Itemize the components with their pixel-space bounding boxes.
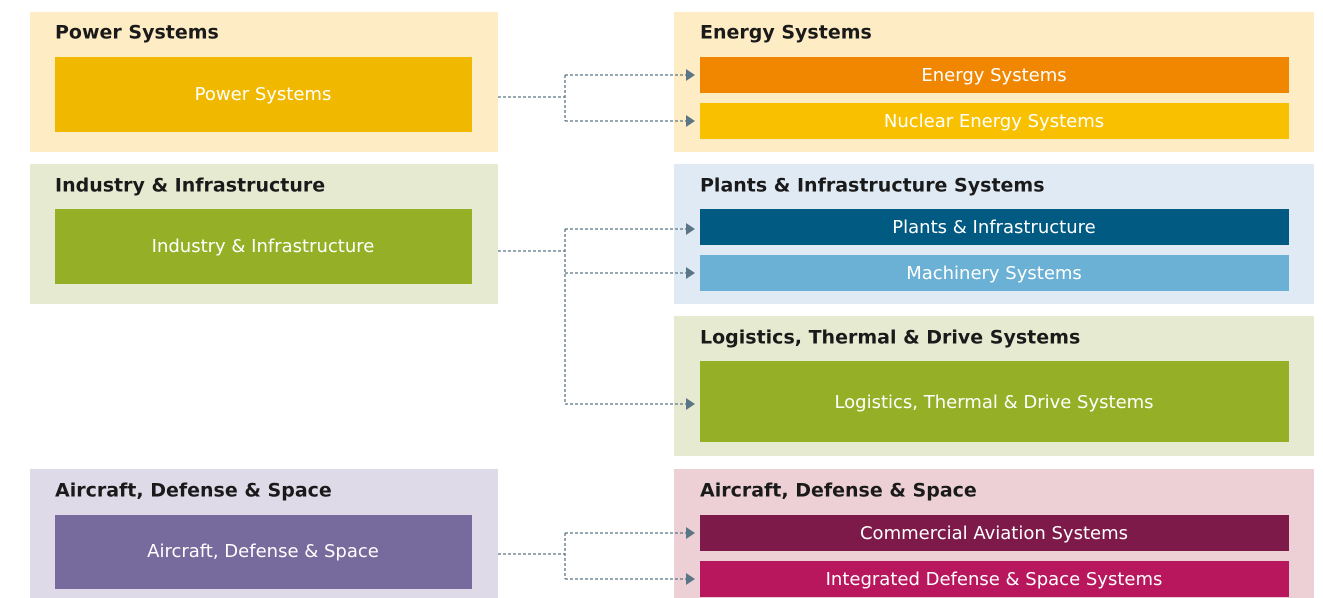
box: [55, 515, 472, 589]
item: [700, 561, 1289, 597]
box-label: Power Systems: [195, 84, 332, 105]
item: [700, 57, 1289, 93]
item: [700, 515, 1289, 551]
item-label: Logistics, Thermal & Drive Systems: [834, 392, 1153, 413]
panel-title: Power Systems: [55, 22, 219, 44]
item: [700, 209, 1289, 245]
item: [700, 361, 1289, 442]
item-label: Nuclear Energy Systems: [884, 111, 1104, 132]
box: [55, 209, 472, 284]
item-label: Machinery Systems: [906, 263, 1082, 284]
panel-title: Plants & Infrastructure Systems: [700, 175, 1045, 197]
panel-title: Energy Systems: [700, 22, 872, 44]
connector: [498, 69, 695, 127]
item-label: Energy Systems: [921, 65, 1066, 86]
box-label: Industry & Infrastructure: [152, 236, 375, 257]
item: [700, 255, 1289, 291]
item-label: Plants & Infrastructure: [892, 217, 1095, 238]
item-label: Integrated Defense & Space Systems: [826, 569, 1163, 590]
item-label: Commercial Aviation Systems: [860, 523, 1128, 544]
connector: [498, 223, 695, 410]
item: [700, 103, 1289, 139]
panel-title: Aircraft, Defense & Space: [700, 480, 977, 502]
panel-title: Industry & Infrastructure: [55, 175, 325, 197]
connector: [498, 527, 695, 585]
panel-title: Aircraft, Defense & Space: [55, 480, 332, 502]
box-label: Aircraft, Defense & Space: [147, 541, 379, 562]
box: [55, 57, 472, 132]
panel-title: Logistics, Thermal & Drive Systems: [700, 327, 1080, 349]
